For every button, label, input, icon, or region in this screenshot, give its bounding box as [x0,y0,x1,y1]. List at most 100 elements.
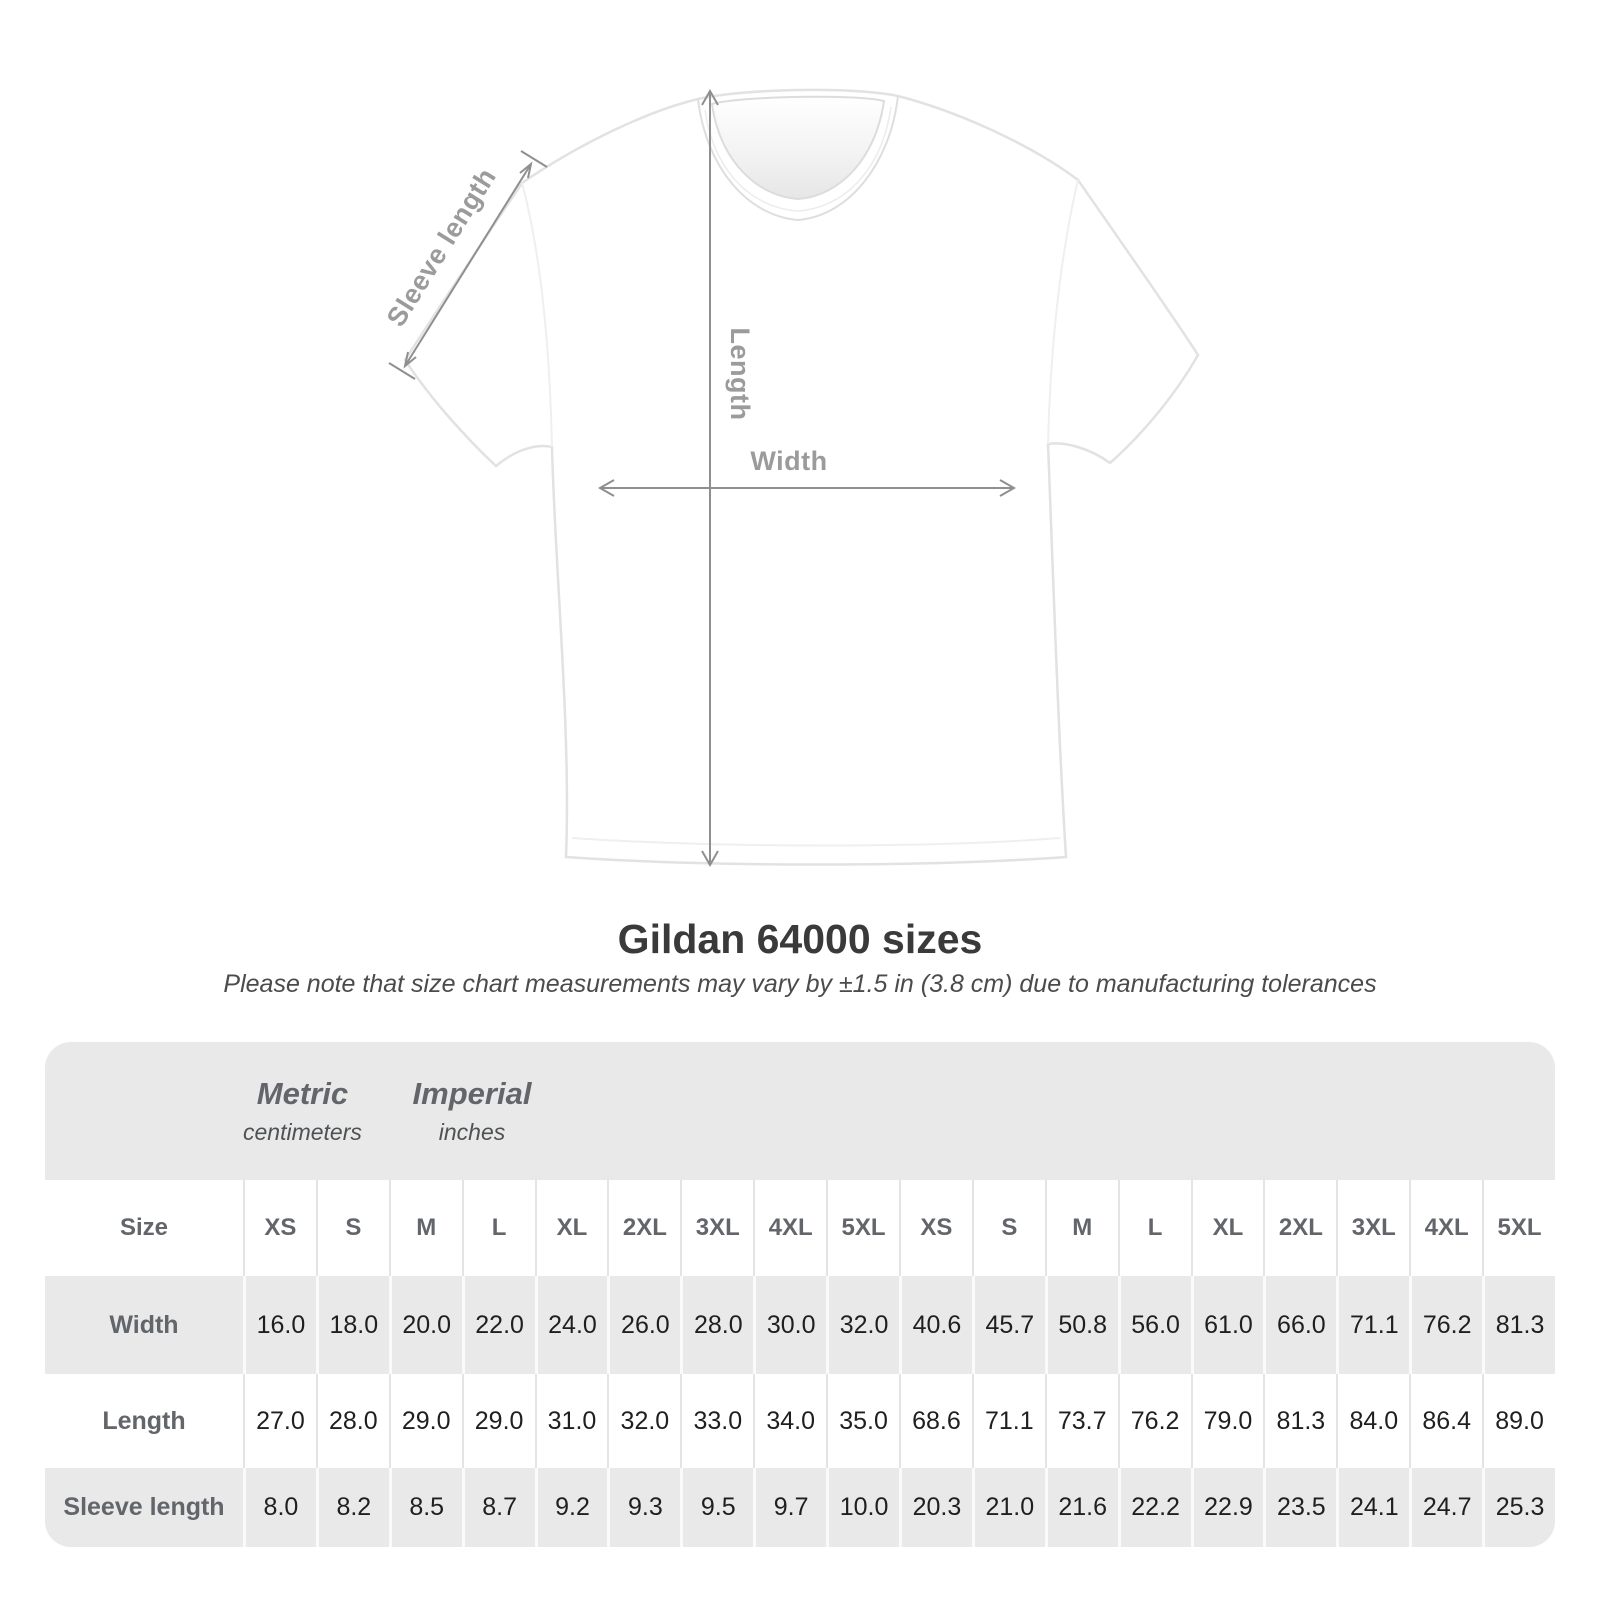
length-cell: 86.4 [1409,1374,1482,1468]
length-cell: 76.2 [1117,1374,1191,1468]
size-header-label: Size [119,1214,169,1241]
length-cell: 35.0 [826,1374,899,1468]
size-header-cell: M [388,1180,462,1276]
sleeve-length-cell: 25.3 [1482,1468,1555,1547]
width-cell: 45.7 [971,1276,1045,1374]
size-header-cell: 2XL [607,1180,680,1276]
units-header-row: Imperial inches Metric centimeters [45,1042,1555,1180]
width-cell: 22.0 [461,1276,535,1374]
width-cell: 28.0 [680,1276,753,1374]
width-cell: 71.1 [1336,1276,1409,1374]
length-cell: 29.0 [461,1374,535,1468]
length-cell: 34.0 [753,1374,826,1468]
width-cell: 76.2 [1409,1276,1482,1374]
size-header-cell: XL [1190,1180,1264,1276]
sleeve-length-cell: 9.2 [534,1468,608,1547]
tshirt-body-shape [403,88,1200,866]
metric-group-header: Metric centimeters [243,1042,362,1180]
size-header-cell: 5XL [1482,1180,1555,1276]
width-cell: 26.0 [607,1276,680,1374]
length-cell: 71.1 [971,1374,1045,1468]
imperial-group-header: Imperial inches [45,1042,899,1180]
length-label: Length [725,328,755,421]
size-header-cell: M [1044,1180,1118,1276]
length-cell: 29.0 [388,1374,462,1468]
length-cell: 89.0 [1482,1374,1555,1468]
page-title: Gildan 64000 sizes [617,916,983,962]
sleeve-length-cell: 9.5 [680,1468,753,1547]
length-cell: 33.0 [680,1374,753,1468]
sleeve-length-arrow [388,150,548,380]
sleeve-length-cell: 24.7 [1409,1468,1482,1547]
metric-unit-label: centimeters [243,1119,362,1145]
size-header-cell: S [315,1180,389,1276]
sleeve-length-cell: 24.1 [1336,1468,1409,1547]
sleeve-length-cell: 8.2 [315,1468,389,1547]
size-header-cell: XS [243,1180,316,1276]
sleeve-length-cell: 21.0 [971,1468,1045,1547]
length-cell: 28.0 [315,1374,389,1468]
tolerance-disclaimer: Please note that size chart measurements… [223,970,1377,998]
width-cell: 18.0 [315,1276,389,1374]
length-cell: 73.7 [1044,1374,1118,1468]
width-cell: 81.3 [1482,1276,1555,1374]
sleeve-length-cell: 9.7 [753,1468,826,1547]
sleeve-length-cell: 8.7 [461,1468,535,1547]
size-header-cell: 4XL [753,1180,826,1276]
size-header-cell: XS [898,1180,972,1276]
width-cell: 50.8 [1044,1276,1118,1374]
width-cell: 30.0 [753,1276,826,1374]
length-cell: 32.0 [607,1374,680,1468]
sleeve-length-label: Sleeve length [63,1493,225,1521]
sleeve-length-cell: 8.0 [243,1468,316,1547]
length-cell: 27.0 [243,1374,316,1468]
size-header-cell: 2XL [1263,1180,1336,1276]
tshirt-seams [521,179,1079,847]
length-cell: 81.3 [1263,1374,1336,1468]
width-label: Width [109,1310,179,1339]
size-header-cell: S [971,1180,1045,1276]
size-header-cell: XL [534,1180,608,1276]
sleeve-length-cell: 21.6 [1044,1468,1118,1547]
length-label: Length [102,1406,186,1435]
size-header-cell: 4XL [1409,1180,1482,1276]
neck-opening [710,95,886,201]
width-cell: 16.0 [243,1276,316,1374]
length-cell: 84.0 [1336,1374,1409,1468]
size-header-cell: 3XL [680,1180,753,1276]
width-cell: 32.0 [826,1276,899,1374]
width-cell: 66.0 [1263,1276,1336,1374]
length-cell: 31.0 [534,1374,608,1468]
sleeve-length-cell: 10.0 [826,1468,899,1547]
sleeve-length-row: Sleeve length 8.0 8.2 8.5 8.7 9.2 9.3 9.5 9.7 10.… [45,1468,1555,1547]
width-cell: 56.0 [1117,1276,1191,1374]
measurement-arrows [388,88,1017,868]
metric-label: Metric [256,1076,349,1111]
size-header-cell: 5XL [826,1180,899,1276]
width-cell: 20.0 [388,1276,462,1374]
sleeve-length-cell: 22.9 [1190,1468,1264,1547]
collar [697,95,899,222]
tshirt-diagram: Sleeve length Length Width [381,88,1200,868]
width-cell: 61.0 [1190,1276,1264,1374]
size-header-row: Size XS S M L XL 2XL 3XL 4XL 5XL XS S M L XL 2XL 3XL 4XL 5… [45,1180,1555,1276]
width-row: Width 16.0 18.0 20.0 22.0 24.0 26.0 28.0 30.0 32.… [45,1276,1555,1374]
width-cell: 40.6 [898,1276,972,1374]
size-header-cell: 3XL [1336,1180,1409,1276]
size-header-cell: L [461,1180,535,1276]
width-arrow [597,479,1017,497]
sleeve-length-cell: 9.3 [607,1468,680,1547]
length-cell: 68.6 [898,1374,972,1468]
sleeve-length-cell: 23.5 [1263,1468,1336,1547]
width-label: Width [750,446,827,476]
width-cell: 24.0 [534,1276,608,1374]
sleeve-length-cell: 20.3 [898,1468,972,1547]
size-header-cell: L [1117,1180,1191,1276]
length-row: Length 27.0 28.0 29.0 29.0 31.0 32.0 33.0 34.0 35… [45,1374,1555,1468]
length-arrow [701,88,719,868]
sleeve-length-cell: 22.2 [1117,1468,1191,1547]
length-cell: 79.0 [1190,1374,1264,1468]
size-table: Imperial inches Metric centimeters Size X… [45,1042,1555,1547]
imperial-unit-label: inches [438,1119,506,1145]
